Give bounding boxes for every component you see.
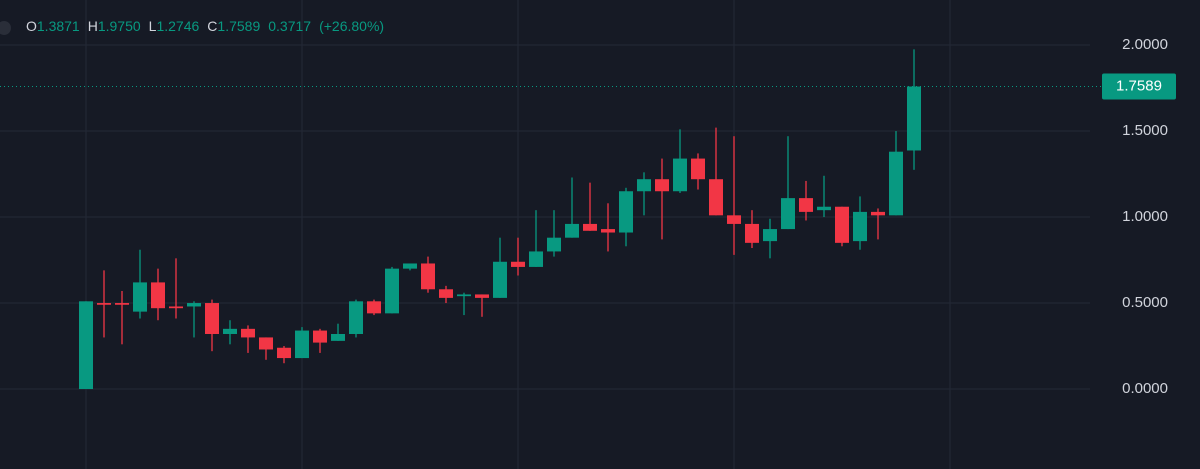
ohlc-key: O (26, 18, 37, 34)
candle-body (457, 294, 471, 297)
change: 0.3717 (268, 18, 312, 34)
candle-body (151, 282, 165, 309)
candle-body (583, 223, 597, 231)
candle-body (421, 263, 435, 290)
candle-body (529, 251, 543, 267)
candle-body (385, 268, 399, 314)
candle-body (619, 191, 633, 233)
candle-body (727, 215, 741, 224)
candle-body (871, 211, 885, 216)
candle-body (601, 229, 615, 233)
time-grid (85, 0, 951, 469)
candle-body (259, 337, 273, 350)
candle-body (709, 179, 723, 216)
y-tick-label: 1.0000 (1122, 208, 1168, 225)
candle-body (511, 261, 525, 267)
y-tick-label: 1.5000 (1122, 122, 1168, 139)
candle-body (205, 303, 219, 334)
ohlc-value: 1.7589 (217, 18, 261, 34)
candle-body (403, 263, 417, 269)
y-tick-label: 0.0000 (1122, 380, 1168, 397)
ohlc-value: 1.2746 (156, 18, 200, 34)
candle-body (493, 261, 507, 298)
y-tick-label: 0.5000 (1122, 294, 1168, 311)
y-tick-label: 2.0000 (1122, 36, 1168, 53)
candle-body (367, 301, 381, 314)
candle-body (691, 158, 705, 180)
last-price-badge (1102, 73, 1176, 100)
ohlc-value: 1.3871 (36, 18, 80, 34)
change-percent: (+26.80%) (319, 18, 385, 34)
ohlc-item: C1.7589 (207, 18, 260, 34)
candle-body (349, 301, 363, 334)
candle-body (799, 198, 813, 212)
ohlc-item: O1.3871 (26, 18, 80, 34)
candle-body (745, 223, 759, 243)
candle-body (853, 211, 867, 242)
ohlc-key: C (207, 18, 218, 34)
candle-body (907, 86, 921, 151)
candle-body (835, 206, 849, 243)
candle-body (133, 282, 147, 312)
candle-body (439, 289, 453, 298)
ohlc-key: L (148, 18, 157, 34)
ohlc-item: L1.2746 (149, 18, 200, 34)
candle-body (97, 303, 111, 305)
candle-body (547, 237, 561, 252)
last-price-label: 1.7589 (1116, 77, 1162, 94)
candle-body (169, 306, 183, 309)
candle-body (637, 179, 651, 192)
candle-body (781, 198, 795, 230)
candle-body (241, 328, 255, 338)
ohlc-key: H (87, 18, 98, 34)
ohlc-item: H1.9750 (88, 18, 141, 34)
candle-body (565, 223, 579, 238)
candle-body (817, 206, 831, 211)
candle-body (313, 330, 327, 343)
candle-body (187, 303, 201, 307)
candle-body (673, 158, 687, 192)
candle-body (79, 301, 93, 390)
ohlc-value: 1.9750 (97, 18, 141, 34)
candle-body (331, 333, 345, 341)
ohlc-legend: O1.3871 H1.9750 L1.2746 C1.7589 0.3717 (+26.8… (26, 18, 384, 34)
symbol-icon (0, 21, 11, 35)
candle-body (475, 294, 489, 298)
candle-body (115, 303, 129, 305)
candle-body (655, 179, 669, 192)
candle-body (223, 328, 237, 334)
candle-body (295, 330, 309, 359)
candle-body (277, 347, 291, 359)
candle-body (763, 229, 777, 242)
candle-body (889, 151, 903, 216)
